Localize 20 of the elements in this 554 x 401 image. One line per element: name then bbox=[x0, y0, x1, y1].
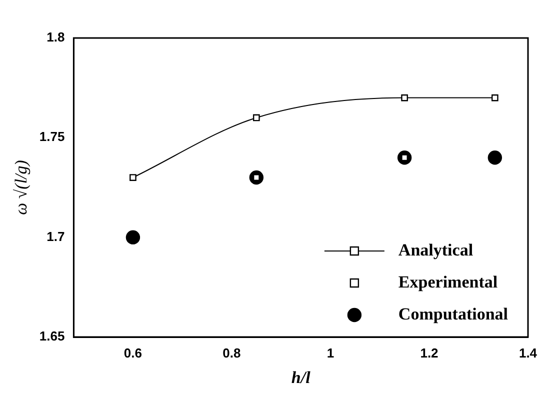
y-tick-label: 1.75 bbox=[39, 129, 65, 144]
legend-label: Experimental bbox=[398, 272, 498, 292]
x-tick-label: 1.4 bbox=[518, 345, 538, 360]
legend-label: Computational bbox=[398, 304, 508, 324]
y-tick-label: 1.65 bbox=[39, 328, 65, 344]
y-axis-title: ω √(l/g) bbox=[12, 160, 31, 215]
point bbox=[491, 94, 498, 102]
point bbox=[130, 174, 136, 181]
point bbox=[126, 230, 140, 244]
point bbox=[252, 114, 260, 122]
x-axis-title: h/l bbox=[291, 368, 311, 388]
legend-label: Analytical bbox=[398, 240, 474, 260]
x-tick-label: 0.8 bbox=[222, 345, 241, 360]
point bbox=[488, 150, 502, 165]
y-tick-label: 1.7 bbox=[46, 228, 65, 244]
x-tick-label: 0.6 bbox=[124, 345, 142, 360]
point bbox=[401, 94, 408, 102]
y-tick-label: 1.8 bbox=[46, 30, 65, 45]
x-tick-label: 1.2 bbox=[420, 345, 438, 360]
x-tick-label: 1 bbox=[326, 345, 334, 360]
